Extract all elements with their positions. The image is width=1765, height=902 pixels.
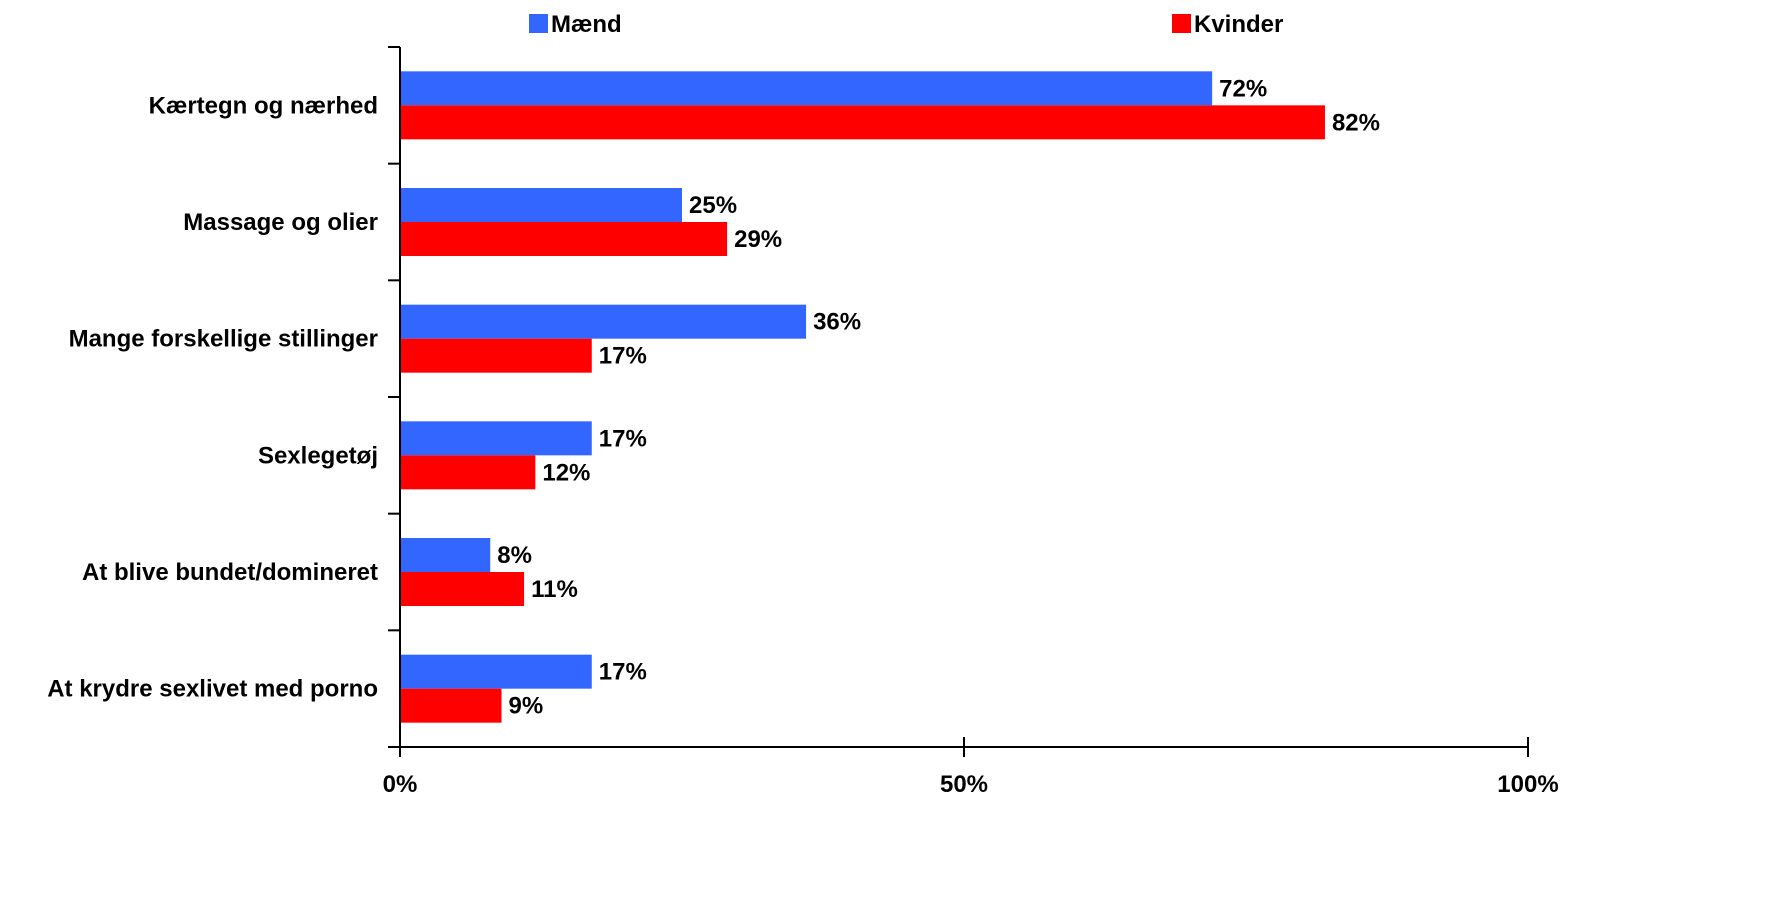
bar-maend-4 [400, 538, 491, 572]
bar-maend-0 [400, 71, 1213, 106]
category-label: At blive bundet/domineret [82, 559, 378, 586]
bar-kvinder-0 [400, 105, 1325, 140]
x-tick-label: 0% [383, 771, 418, 798]
category-label: At krydre sexlivet med porno [47, 676, 378, 703]
bar-kvinder-4 [400, 572, 525, 606]
data-label-maend-0: 72% [1219, 75, 1267, 102]
x-tick-label: 50% [940, 771, 988, 798]
category-label: Kærtegn og nærhed [149, 92, 378, 119]
legend-label-maend: Mænd [551, 11, 622, 38]
data-label-maend-1: 25% [689, 192, 737, 219]
data-label-kvinder-0: 82% [1332, 109, 1380, 136]
legend: Mænd Kvinder [529, 11, 1283, 38]
data-label-kvinder-1: 29% [734, 226, 782, 253]
bars [400, 71, 1325, 723]
data-label-kvinder-4: 11% [531, 576, 578, 603]
bar-kvinder-5 [400, 688, 502, 723]
data-label-maend-3: 17% [599, 425, 647, 452]
data-label-kvinder-5: 9% [509, 693, 544, 720]
bar-maend-2 [400, 304, 807, 339]
x-tick-label: 100% [1497, 771, 1558, 798]
legend-swatch-kvinder [1172, 14, 1191, 33]
data-label-kvinder-2: 17% [599, 343, 647, 370]
legend-swatch-maend [529, 14, 548, 33]
bar-maend-3 [400, 421, 592, 456]
data-label-kvinder-3: 12% [542, 459, 590, 486]
legend-label-kvinder: Kvinder [1194, 11, 1283, 38]
bar-maend-5 [400, 654, 592, 689]
data-label-maend-2: 36% [813, 309, 861, 336]
category-label: Mange forskellige stillinger [69, 326, 378, 353]
data-label-maend-5: 17% [599, 659, 647, 686]
bar-kvinder-3 [400, 455, 536, 490]
data-labels: 72% 82% 25% 29% 36% 17% 17% 12% 8% 11% 17% 9% [497, 75, 1380, 719]
category-label: Massage og olier [183, 209, 378, 236]
axes: Kærtegn og nærhed Massage og olier Mange f… [47, 46, 1559, 798]
category-label: Sexlegetøj [258, 442, 378, 469]
bar-kvinder-1 [400, 222, 728, 256]
data-label-maend-4: 8% [497, 542, 532, 569]
bar-maend-1 [400, 188, 682, 222]
bar-kvinder-2 [400, 338, 592, 373]
